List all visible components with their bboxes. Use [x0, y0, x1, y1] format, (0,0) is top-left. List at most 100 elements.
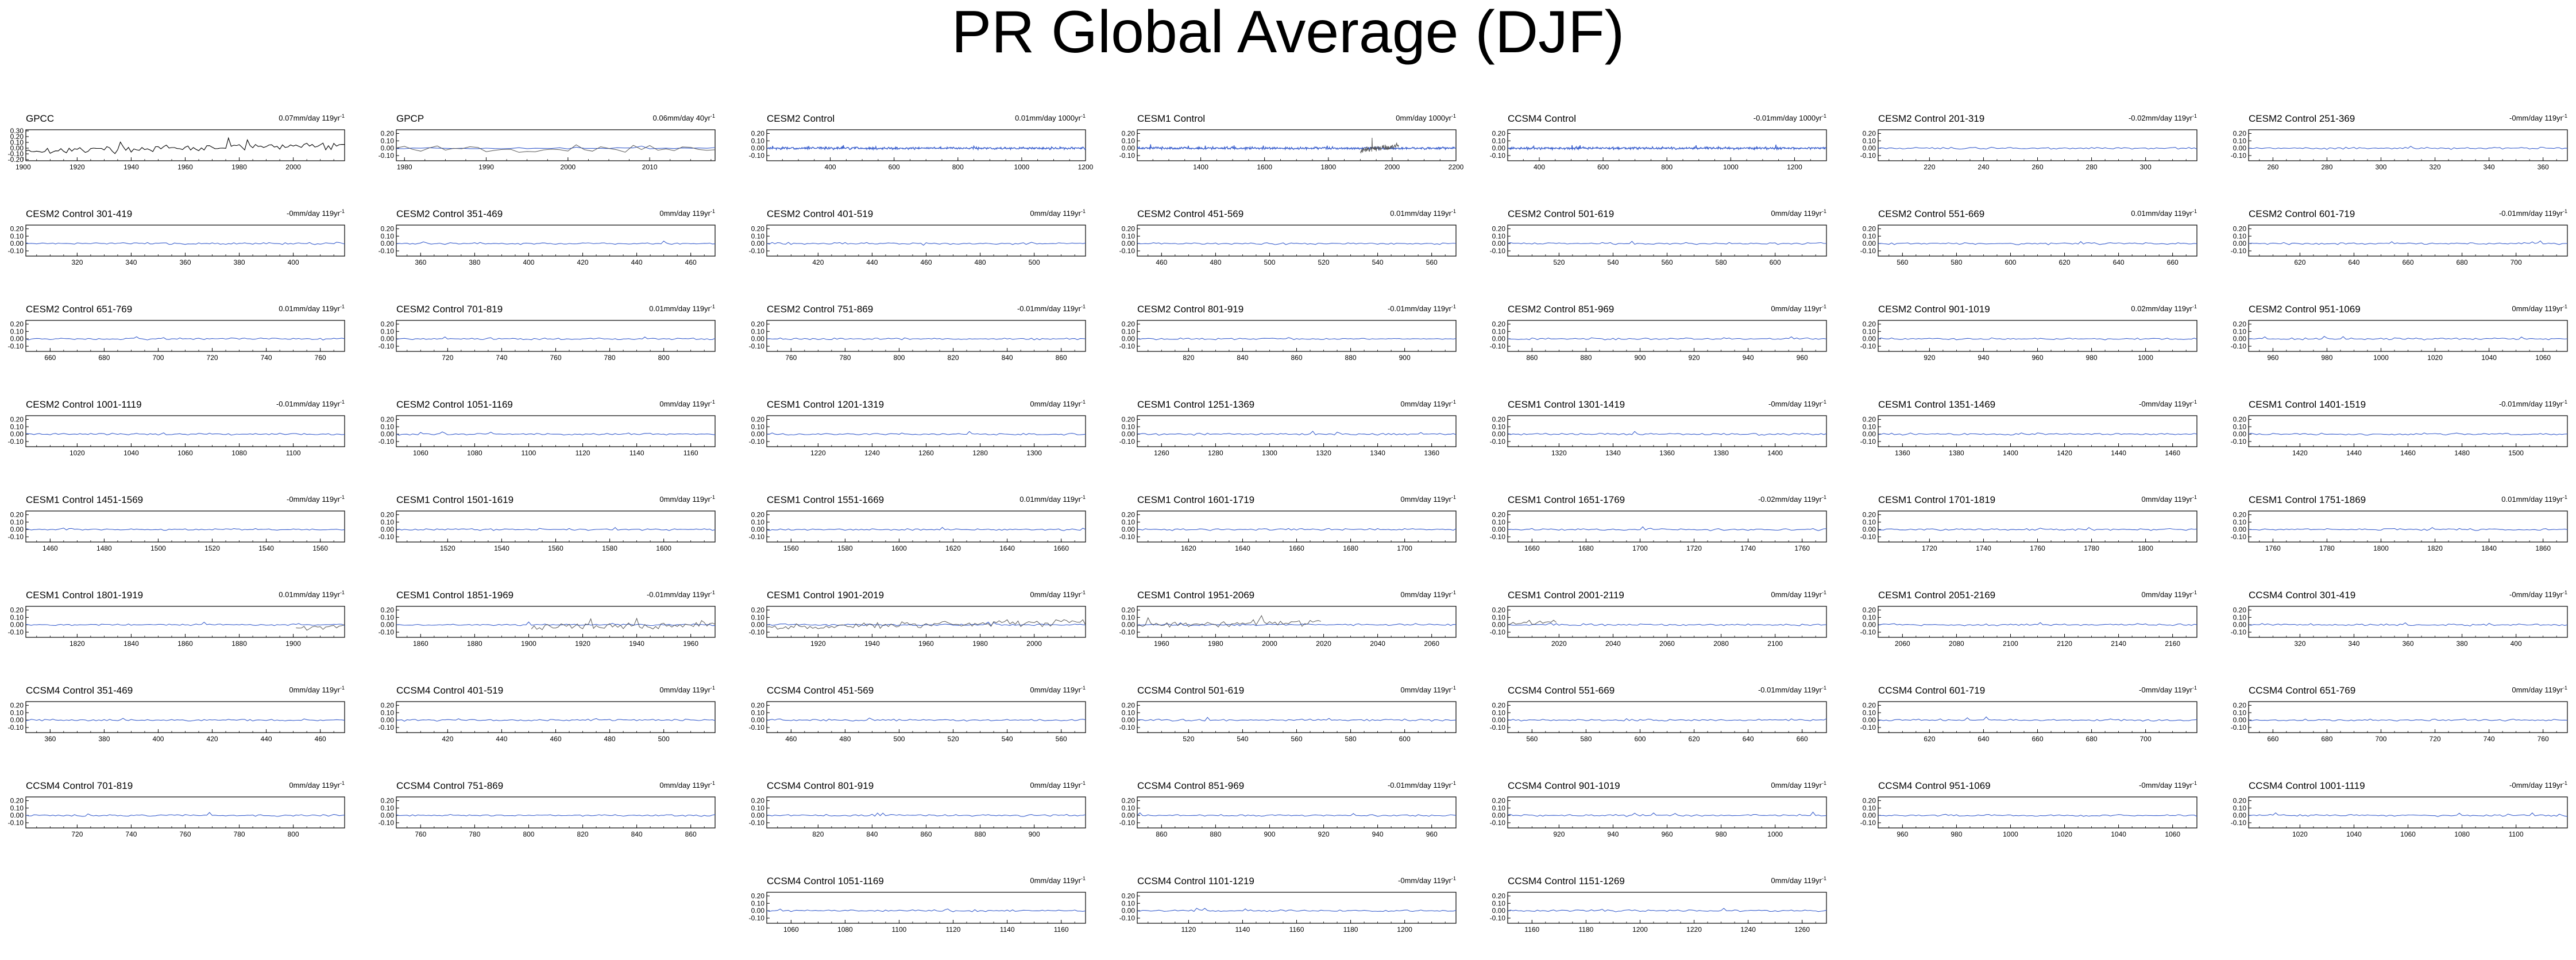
x-tick-label: 1960 [918, 640, 934, 648]
y-tick-label: 0.00 [751, 144, 765, 152]
x-tick-label: 460 [1156, 258, 1167, 266]
y-tick-label: 0.20 [1492, 129, 1506, 137]
x-tick-label: 1980 [231, 163, 247, 171]
y-tick-label: -0.10 [2231, 533, 2247, 541]
series-line [2248, 812, 2568, 817]
subplot-56: CCSM4 Control 1001-1119 -0mm/day 119yr-1 0… [2231, 780, 2568, 838]
y-tick-label: -0.10 [8, 819, 24, 827]
trend-exponent: -1 [710, 685, 715, 691]
subplot-19: CESM2 Control 851-969 0mm/day 119yr-1 0.20… [1490, 304, 1827, 362]
x-tick-label: 940 [1607, 830, 1619, 838]
y-tick-label: 0.10 [10, 232, 24, 240]
y-tick-label: 0.10 [1492, 804, 1506, 812]
y-tick-label: 0.00 [1863, 335, 1876, 343]
y-tick-label: 0.00 [1492, 811, 1506, 819]
x-tick-label: 960 [2032, 354, 2043, 362]
trend-exponent: -1 [1451, 208, 1456, 214]
x-tick-label: 2020 [1316, 640, 1331, 648]
x-tick-label: 1280 [1208, 449, 1223, 457]
x-tick-label: 1900 [285, 640, 301, 648]
x-tick-label: 580 [1580, 735, 1592, 743]
y-tick-label: 0.20 [1492, 606, 1506, 614]
series-line [766, 145, 1086, 151]
plot-frame [1878, 415, 2197, 447]
trend-exponent: -1 [710, 399, 715, 405]
y-tick-label: 0.10 [10, 518, 24, 526]
x-tick-label: 740 [2484, 735, 2495, 743]
x-tick-label: 2100 [2003, 640, 2018, 648]
subplot-trend: -0mm/day 119yr-1 [1398, 876, 1456, 885]
x-tick-label: 440 [496, 735, 507, 743]
y-tick-label: 0.20 [2233, 129, 2247, 137]
x-tick-label: 1420 [2057, 449, 2072, 457]
y-tick-label: 0.00 [381, 716, 395, 724]
x-tick-label: 700 [152, 354, 164, 362]
x-tick-label: 1060 [783, 926, 799, 934]
x-tick-label: 240 [1978, 163, 1989, 171]
x-tick-label: 880 [1210, 830, 1221, 838]
series-line [396, 718, 716, 722]
subplot-trend: 0mm/day 119yr-1 [659, 685, 715, 694]
subplot-trend: 0mm/day 1000yr-1 [1396, 113, 1456, 122]
x-tick-label: 1460 [2165, 449, 2180, 457]
x-tick-label: 1980 [972, 640, 988, 648]
plot-frame [396, 224, 716, 257]
x-tick-label: 1060 [413, 449, 428, 457]
y-tick-label: 0.10 [1492, 899, 1506, 907]
y-tick-label: -0.10 [1860, 247, 1876, 255]
subplot-title: CCSM4 Control 901-1019 [1508, 780, 1620, 791]
y-tick-label: 0.10 [751, 804, 765, 812]
plot-frame [1137, 129, 1457, 161]
subplot-trend: 0.01mm/day 1000yr-1 [1015, 113, 1086, 122]
x-tick-label: 860 [1291, 354, 1302, 362]
y-tick-label: 0.00 [2233, 716, 2247, 724]
x-tick-label: 520 [948, 735, 959, 743]
subplot-trend: -0mm/day 119yr-1 [2509, 113, 2567, 122]
x-tick-label: 740 [125, 830, 137, 838]
y-tick-label: 0.00 [10, 239, 24, 247]
x-tick-label: 1200 [1078, 163, 1094, 171]
x-tick-label: 1740 [1976, 544, 1991, 552]
subplot-title: CESM1 Control 1451-1569 [26, 494, 143, 505]
subplot-trend: 0.01mm/day 119yr-1 [2501, 494, 2567, 504]
x-tick-label: 1820 [69, 640, 85, 648]
x-tick-label: 1580 [837, 544, 853, 552]
plot-frame [766, 129, 1086, 161]
x-tick-label: 980 [2086, 354, 2098, 362]
y-tick-label: -0.10 [749, 533, 765, 541]
series-line [1878, 527, 2197, 531]
subplot-trend: -0mm/day 119yr-1 [2139, 685, 2197, 694]
y-tick-label: 0.20 [751, 320, 765, 328]
y-tick-label: 0.10 [1122, 709, 1136, 717]
trend-exponent: -1 [340, 685, 345, 691]
series-line [2248, 240, 2568, 245]
y-tick-label: -0.10 [1490, 723, 1506, 731]
x-tick-label: 1360 [1659, 449, 1675, 457]
x-tick-label: 540 [1002, 735, 1013, 743]
subplot-50: CCSM4 Control 701-819 0mm/day 119yr-1 0.20… [8, 780, 345, 838]
y-tick-label: -0.10 [2231, 628, 2247, 636]
subplot-trend: -0.01mm/day 119yr-1 [1388, 780, 1456, 789]
page-title: PR Global Average (DJF) [951, 0, 1625, 65]
series-line [25, 137, 345, 154]
subplot-trend: 0mm/day 119yr-1 [289, 685, 345, 694]
x-tick-label: 1800 [2373, 544, 2389, 552]
y-tick-label: -0.10 [1860, 723, 1876, 731]
subplot-trend: 0.01mm/day 119yr-1 [649, 304, 715, 313]
y-tick-label: -0.10 [379, 342, 395, 350]
x-tick-label: 1760 [2265, 544, 2281, 552]
plot-frame [766, 320, 1086, 352]
y-tick-label: 0.20 [1122, 320, 1136, 328]
subplot-trend: -0mm/day 119yr-1 [287, 208, 345, 218]
subplot-trend: -0.01mm/day 119yr-1 [647, 590, 715, 599]
subplot-trend: 0mm/day 119yr-1 [1771, 876, 1826, 885]
y-tick-label: 0.00 [2233, 335, 2247, 343]
x-tick-label: 1640 [999, 544, 1015, 552]
x-tick-label: 1400 [1767, 449, 1783, 457]
y-tick-label: 0.20 [381, 510, 395, 518]
subplot-8: CESM2 Control 301-419 -0mm/day 119yr-1 0.2… [8, 208, 345, 266]
y-tick-label: 0.00 [1122, 811, 1136, 819]
series-line [766, 242, 1086, 246]
y-tick-label: 0.20 [1863, 701, 1876, 709]
plot-frame [1878, 129, 2197, 161]
